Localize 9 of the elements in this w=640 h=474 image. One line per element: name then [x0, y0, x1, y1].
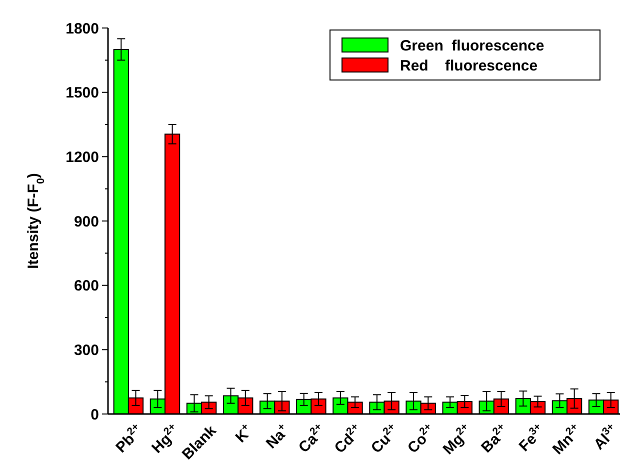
y-tick-label: 1800: [66, 20, 99, 38]
y-tick-label: 300: [74, 342, 99, 359]
y-tick-label: 600: [74, 278, 99, 295]
legend-label: Green fluorescence: [400, 37, 544, 54]
y-tick-label: 1200: [66, 148, 99, 166]
y-tick-label: 900: [74, 213, 99, 230]
y-tick-label: 1500: [66, 84, 99, 102]
y-tick-label: 0: [90, 406, 99, 424]
legend-label: Red fluorescence: [400, 57, 538, 74]
